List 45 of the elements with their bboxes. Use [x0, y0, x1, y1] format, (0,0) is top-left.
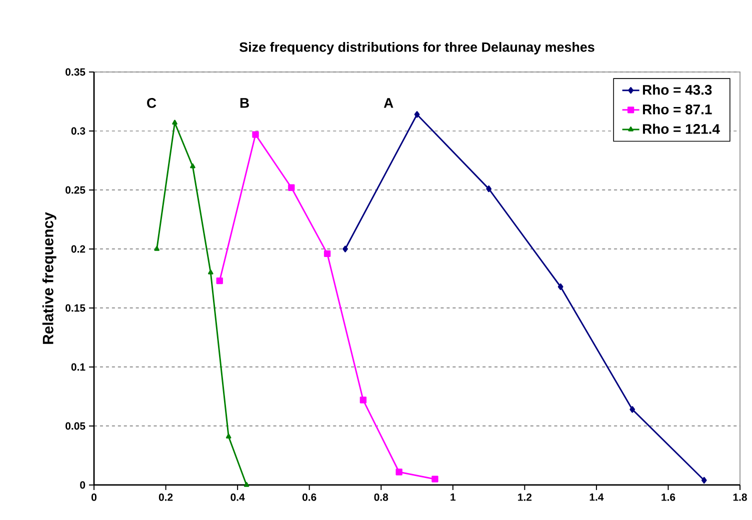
y-axis-title: Relative frequency: [42, 212, 56, 344]
point: [558, 283, 564, 290]
point: [360, 396, 367, 404]
point: [432, 476, 438, 482]
x-tick-label: 1.4: [590, 493, 604, 501]
x-tick-label: 0.2: [158, 493, 173, 501]
x-tick-label: 1.6: [662, 493, 676, 501]
x-tick-label: 1.8: [733, 493, 747, 501]
y-tick-label: 0.35: [66, 68, 86, 76]
y-tick-label: 0.3: [71, 127, 86, 135]
legend-label: Rho = 121.4: [642, 124, 720, 134]
point: [414, 111, 420, 118]
annotation: A: [384, 98, 394, 108]
point: [288, 184, 295, 191]
point: [216, 278, 223, 284]
x-tick-label: 0.8: [374, 493, 388, 501]
legend-label: Rho = 87.1: [642, 104, 712, 114]
point: [244, 482, 250, 487]
point: [208, 270, 214, 274]
x-tick-label: 1: [450, 493, 456, 501]
y-tick-label: 0.25: [66, 186, 86, 194]
legend-label: Rho = 43.3: [642, 84, 712, 95]
y-tick-label: 0.2: [71, 245, 86, 253]
x-tick-label: 0.6: [302, 493, 316, 501]
x-tick-label: 0.4: [230, 493, 245, 501]
point: [342, 246, 348, 252]
x-tick-label: 0: [92, 493, 96, 501]
y-tick-label: 0.1: [71, 363, 86, 371]
point: [324, 250, 331, 258]
annotation: C: [147, 98, 156, 108]
point: [154, 246, 160, 251]
point: [630, 406, 636, 413]
y-tick-label: 0.05: [66, 422, 86, 430]
point: [252, 131, 259, 138]
y-tick-label: 0: [80, 481, 86, 489]
y-tick-label: 0.15: [66, 304, 86, 312]
point: [396, 468, 402, 476]
point: [226, 434, 232, 438]
point: [190, 163, 196, 168]
chart-title: Size frequency distributions for three Delaunay meshes: [240, 42, 594, 55]
point: [486, 185, 492, 192]
x-tick-label: 1.2: [518, 493, 532, 501]
point: [172, 120, 178, 125]
point: [701, 476, 707, 484]
annotation: B: [240, 98, 249, 108]
